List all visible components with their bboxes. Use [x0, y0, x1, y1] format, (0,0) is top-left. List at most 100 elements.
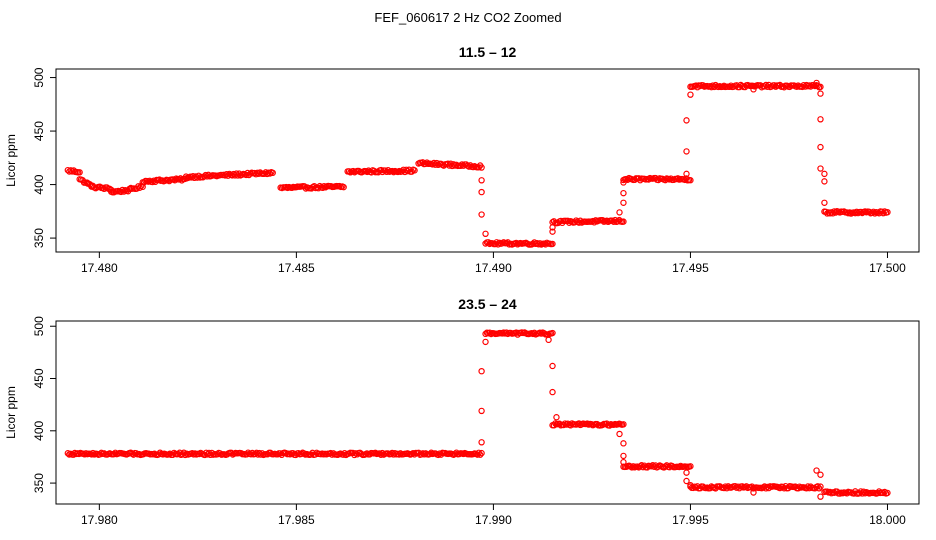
data-point	[620, 440, 627, 447]
x-tick-label: 17.995	[672, 513, 709, 527]
data-point	[363, 168, 371, 176]
data-point	[814, 82, 821, 90]
data-point	[817, 116, 824, 123]
plot-frame	[55, 320, 920, 505]
data-point	[821, 199, 828, 206]
data-point	[866, 208, 873, 215]
data-point	[650, 463, 658, 470]
data-point	[545, 336, 552, 344]
data-point	[750, 489, 757, 496]
panel-top: 11.5 – 12 17.480 17.485 17.490 17.495 17.500 3…	[4, 44, 920, 275]
data-point	[89, 449, 97, 457]
data-point	[266, 170, 274, 177]
data-point	[307, 451, 315, 458]
panel-title: 23.5 – 24	[458, 296, 517, 312]
data-point	[687, 481, 694, 489]
data-point	[817, 143, 824, 151]
x-tick-label: 17.980	[81, 513, 118, 527]
y-axis-label: Licor ppm	[4, 134, 18, 187]
data-point	[620, 199, 627, 206]
data-point	[804, 483, 812, 490]
panel-bottom: 23.5 – 24 17.980 17.985 17.990 17.995 18.000 3…	[4, 296, 920, 527]
data-point	[620, 421, 627, 428]
y-tick-label: 500	[32, 67, 46, 87]
data-point	[249, 449, 256, 457]
panel-title: 11.5 – 12	[459, 44, 517, 60]
y-tick-label: 450	[32, 121, 46, 141]
figure-title: FEF_060617 2 Hz CO2 Zoomed	[374, 10, 561, 25]
data-point	[616, 209, 623, 216]
data-point	[817, 471, 824, 478]
x-tick-label: 17.500	[869, 261, 906, 275]
data-point	[881, 208, 888, 215]
data-point	[683, 477, 690, 485]
data-point	[478, 177, 485, 184]
x-tick-label: 17.480	[81, 261, 118, 275]
data-point	[482, 230, 489, 238]
data-point	[84, 180, 91, 187]
data-point	[870, 208, 877, 215]
data-point	[750, 86, 757, 93]
data-point	[171, 177, 179, 184]
data-point	[216, 450, 224, 457]
data-point	[610, 218, 617, 225]
data-point	[223, 170, 230, 178]
data-point	[247, 451, 255, 458]
data-point	[606, 422, 613, 429]
data-point	[620, 179, 627, 186]
data-point	[620, 458, 627, 466]
data-point	[120, 188, 128, 195]
data-point	[478, 211, 485, 218]
data-point	[478, 188, 485, 196]
data-point	[813, 467, 820, 474]
data-point	[494, 241, 502, 248]
data-point	[817, 483, 824, 490]
data-point	[821, 170, 828, 178]
data-point	[881, 488, 888, 496]
x-tick-label: 17.985	[278, 513, 315, 527]
data-point	[817, 165, 824, 172]
data-point	[709, 82, 717, 89]
data-point	[411, 167, 418, 174]
data-point	[476, 451, 484, 458]
data-point	[620, 218, 627, 225]
data-point	[478, 367, 485, 375]
data-point	[135, 183, 142, 190]
y-tick-label: 400	[32, 174, 46, 194]
data-point	[616, 430, 623, 438]
data-point	[884, 489, 891, 497]
data-point	[549, 224, 556, 231]
data-point	[64, 450, 72, 457]
data-point	[549, 362, 556, 370]
data-point	[639, 463, 647, 471]
series-points	[64, 79, 891, 248]
data-point	[553, 414, 560, 421]
data-point	[852, 209, 859, 217]
data-point	[871, 210, 879, 217]
data-point	[549, 240, 556, 248]
data-point	[561, 420, 569, 427]
y-axis-label: Licor ppm	[4, 386, 18, 439]
data-point	[428, 449, 435, 456]
data-point	[482, 338, 489, 346]
data-point	[571, 219, 578, 226]
data-point	[486, 329, 493, 336]
series-points	[64, 329, 891, 500]
data-point	[340, 183, 347, 191]
data-point	[269, 169, 276, 177]
data-point	[683, 117, 690, 124]
data-point	[243, 451, 250, 458]
x-tick-label: 17.990	[475, 513, 512, 527]
data-point	[853, 208, 860, 216]
data-point	[175, 450, 182, 458]
data-point	[817, 493, 824, 500]
data-point	[478, 407, 485, 415]
data-point	[884, 208, 891, 216]
data-point	[478, 449, 485, 457]
data-point	[182, 451, 189, 459]
data-point	[683, 148, 690, 155]
data-point	[817, 83, 824, 91]
data-point	[860, 488, 867, 495]
data-point	[620, 452, 627, 460]
